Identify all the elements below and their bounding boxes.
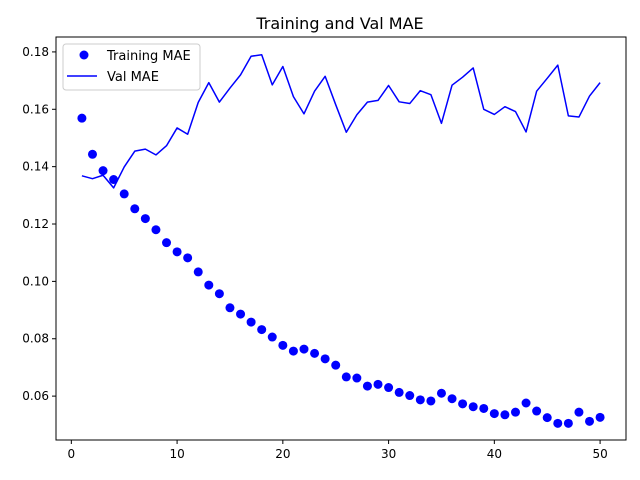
val-mae-line xyxy=(81,54,601,189)
val-mae-series xyxy=(81,54,601,189)
training-mae-point xyxy=(521,398,531,408)
training-mae-point xyxy=(489,409,499,419)
training-mae-point xyxy=(352,373,362,383)
training-mae-point xyxy=(183,253,193,263)
training-mae-point xyxy=(257,325,267,335)
training-mae-point xyxy=(278,340,288,350)
training-mae-point xyxy=(341,372,351,382)
plot-area xyxy=(56,37,626,440)
training-mae-point xyxy=(172,247,182,257)
legend-label-val: Val MAE xyxy=(107,70,159,85)
training-mae-point xyxy=(98,166,108,176)
y-tick-label: 0.18 xyxy=(22,45,49,59)
y-tick-label: 0.10 xyxy=(22,274,49,288)
training-mae-point xyxy=(246,317,256,327)
training-mae-point xyxy=(595,412,605,422)
training-mae-point xyxy=(447,394,457,404)
legend: Training MAE Val MAE xyxy=(62,43,201,91)
legend-box xyxy=(62,43,201,91)
training-mae-point xyxy=(109,175,119,185)
plot-frame xyxy=(55,36,627,441)
training-mae-point xyxy=(225,303,235,313)
training-mae-point xyxy=(87,149,97,159)
y-tick-label: 0.16 xyxy=(22,102,49,116)
x-tick-label: 40 xyxy=(487,447,502,461)
y-tick-label: 0.12 xyxy=(22,217,49,231)
x-axis: 0 10 20 30 40 50 xyxy=(68,440,608,461)
training-mae-point xyxy=(236,309,246,319)
training-mae-point xyxy=(510,407,520,417)
training-mae-point xyxy=(405,391,415,401)
training-mae-point xyxy=(320,354,330,364)
training-mae-point xyxy=(500,410,510,420)
legend-marker-training xyxy=(79,50,89,60)
training-mae-point xyxy=(162,238,172,248)
training-mae-point xyxy=(436,388,446,398)
training-mae-series xyxy=(77,113,605,428)
x-tick-label: 0 xyxy=(68,447,76,461)
training-mae-point xyxy=(394,387,404,397)
training-mae-point xyxy=(468,402,478,412)
y-axis: 0.06 0.08 0.10 0.12 0.14 0.16 0.18 xyxy=(22,45,56,403)
chart-title: Training and Val MAE xyxy=(255,14,423,33)
legend-label-training: Training MAE xyxy=(106,49,191,64)
training-mae-point xyxy=(214,289,224,299)
training-mae-point xyxy=(362,381,372,391)
training-mae-point xyxy=(458,399,468,409)
training-mae-point xyxy=(119,189,129,199)
x-tick-label: 30 xyxy=(381,447,396,461)
training-mae-point xyxy=(373,379,383,389)
x-tick-label: 20 xyxy=(275,447,290,461)
training-mae-point xyxy=(563,418,573,428)
training-mae-point xyxy=(204,280,214,290)
training-mae-point xyxy=(426,396,436,406)
training-mae-point xyxy=(140,214,150,224)
y-tick-label: 0.06 xyxy=(22,389,49,403)
training-mae-point xyxy=(415,395,425,405)
training-mae-point xyxy=(130,204,140,214)
y-tick-label: 0.14 xyxy=(22,160,49,174)
training-mae-point xyxy=(77,113,87,123)
training-mae-point xyxy=(267,332,277,342)
training-mae-point xyxy=(542,413,552,423)
training-mae-point xyxy=(151,225,161,235)
training-mae-point xyxy=(532,406,542,416)
x-tick-label: 10 xyxy=(169,447,184,461)
training-mae-point xyxy=(384,383,394,393)
x-tick-label: 50 xyxy=(592,447,607,461)
training-mae-point xyxy=(331,360,341,370)
training-mae-point xyxy=(574,407,584,417)
training-mae-point xyxy=(585,416,595,426)
y-tick-label: 0.08 xyxy=(22,332,49,346)
training-mae-point xyxy=(553,418,563,428)
training-mae-point xyxy=(479,403,489,413)
training-mae-point xyxy=(288,346,298,356)
training-mae-point xyxy=(299,344,309,354)
training-mae-point xyxy=(193,267,203,277)
training-mae-point xyxy=(310,348,320,358)
